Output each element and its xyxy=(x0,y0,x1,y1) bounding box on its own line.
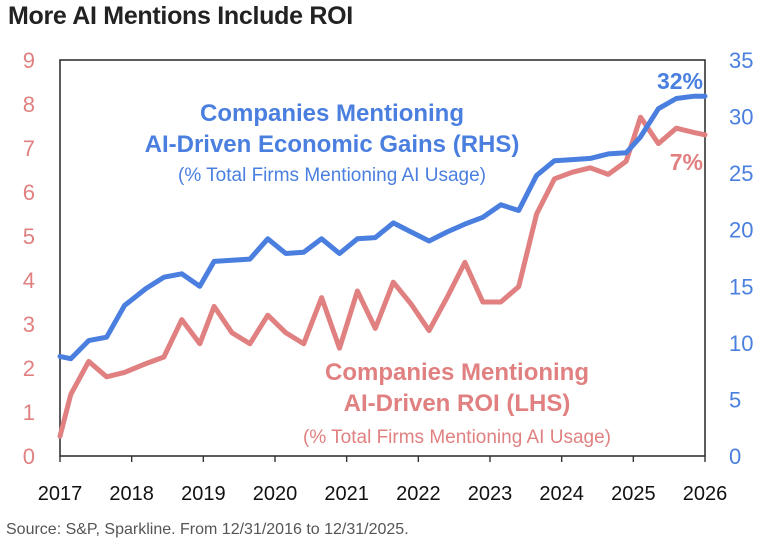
rhs-label-line-1: Companies Mentioning xyxy=(200,100,464,127)
x-tick-label: 2021 xyxy=(324,483,369,505)
left-y-tick-label: 8 xyxy=(23,92,35,117)
left-y-tick-label: 1 xyxy=(23,400,35,425)
left-y-tick-label: 2 xyxy=(23,356,35,381)
x-tick-label: 2024 xyxy=(539,483,584,505)
rhs-sublabel: (% Total Firms Mentioning AI Usage) xyxy=(178,165,486,186)
x-tick-label: 2019 xyxy=(181,483,226,505)
x-tick-label: 2018 xyxy=(109,483,154,505)
x-tick-label: 2017 xyxy=(38,483,83,505)
chart-title: More AI Mentions Include ROI xyxy=(8,2,353,30)
lhs-label-line-2: AI-Driven ROI (LHS) xyxy=(344,390,571,417)
source-note: Source: S&P, Sparkline. From 12/31/2016 … xyxy=(6,521,409,538)
right-y-tick-label: 20 xyxy=(729,218,753,243)
plot-frame xyxy=(59,59,706,457)
right-y-tick-label: 25 xyxy=(729,161,753,186)
left-y-tick-label: 6 xyxy=(23,180,35,205)
x-axis: 2017 2018 2019 2020 2021 2022 2023 2024 2025 2026 xyxy=(38,456,728,505)
x-tick-label: 2022 xyxy=(396,483,441,505)
x-tick-label: 2020 xyxy=(253,483,298,505)
right-y-tick-label: 35 xyxy=(729,48,753,73)
right-y-tick-label: 10 xyxy=(729,331,753,356)
right-y-tick-label: 5 xyxy=(729,387,741,412)
right-y-axis: 0 5 10 15 20 25 30 35 xyxy=(729,48,753,469)
left-y-tick-label: 3 xyxy=(23,312,35,337)
economic-gains-series-line xyxy=(57,93,708,362)
x-tick-label: 2023 xyxy=(468,483,513,505)
lhs-sublabel: (% Total Firms Mentioning AI Usage) xyxy=(303,427,611,448)
left-y-tick-label: 9 xyxy=(23,48,35,73)
left-y-tick-label: 4 xyxy=(23,268,35,293)
roi-series-line xyxy=(57,114,708,439)
left-y-tick-label: 0 xyxy=(23,444,35,469)
left-y-axis: 0 1 2 3 4 5 6 7 8 9 xyxy=(23,48,35,469)
x-tick-label: 2025 xyxy=(611,483,656,505)
rhs-end-label: 32% xyxy=(657,68,703,94)
lhs-end-label: 7% xyxy=(670,149,703,175)
right-y-tick-label: 30 xyxy=(729,105,753,130)
left-y-tick-label: 5 xyxy=(23,224,35,249)
left-y-tick-label: 7 xyxy=(23,136,35,161)
series-lines xyxy=(57,93,708,439)
right-y-tick-label: 0 xyxy=(729,444,741,469)
right-y-tick-label: 15 xyxy=(729,274,753,299)
lhs-label-line-1: Companies Mentioning xyxy=(325,359,589,386)
rhs-label-line-2: AI-Driven Economic Gains (RHS) xyxy=(145,131,520,158)
x-tick-label: 2026 xyxy=(683,483,728,505)
